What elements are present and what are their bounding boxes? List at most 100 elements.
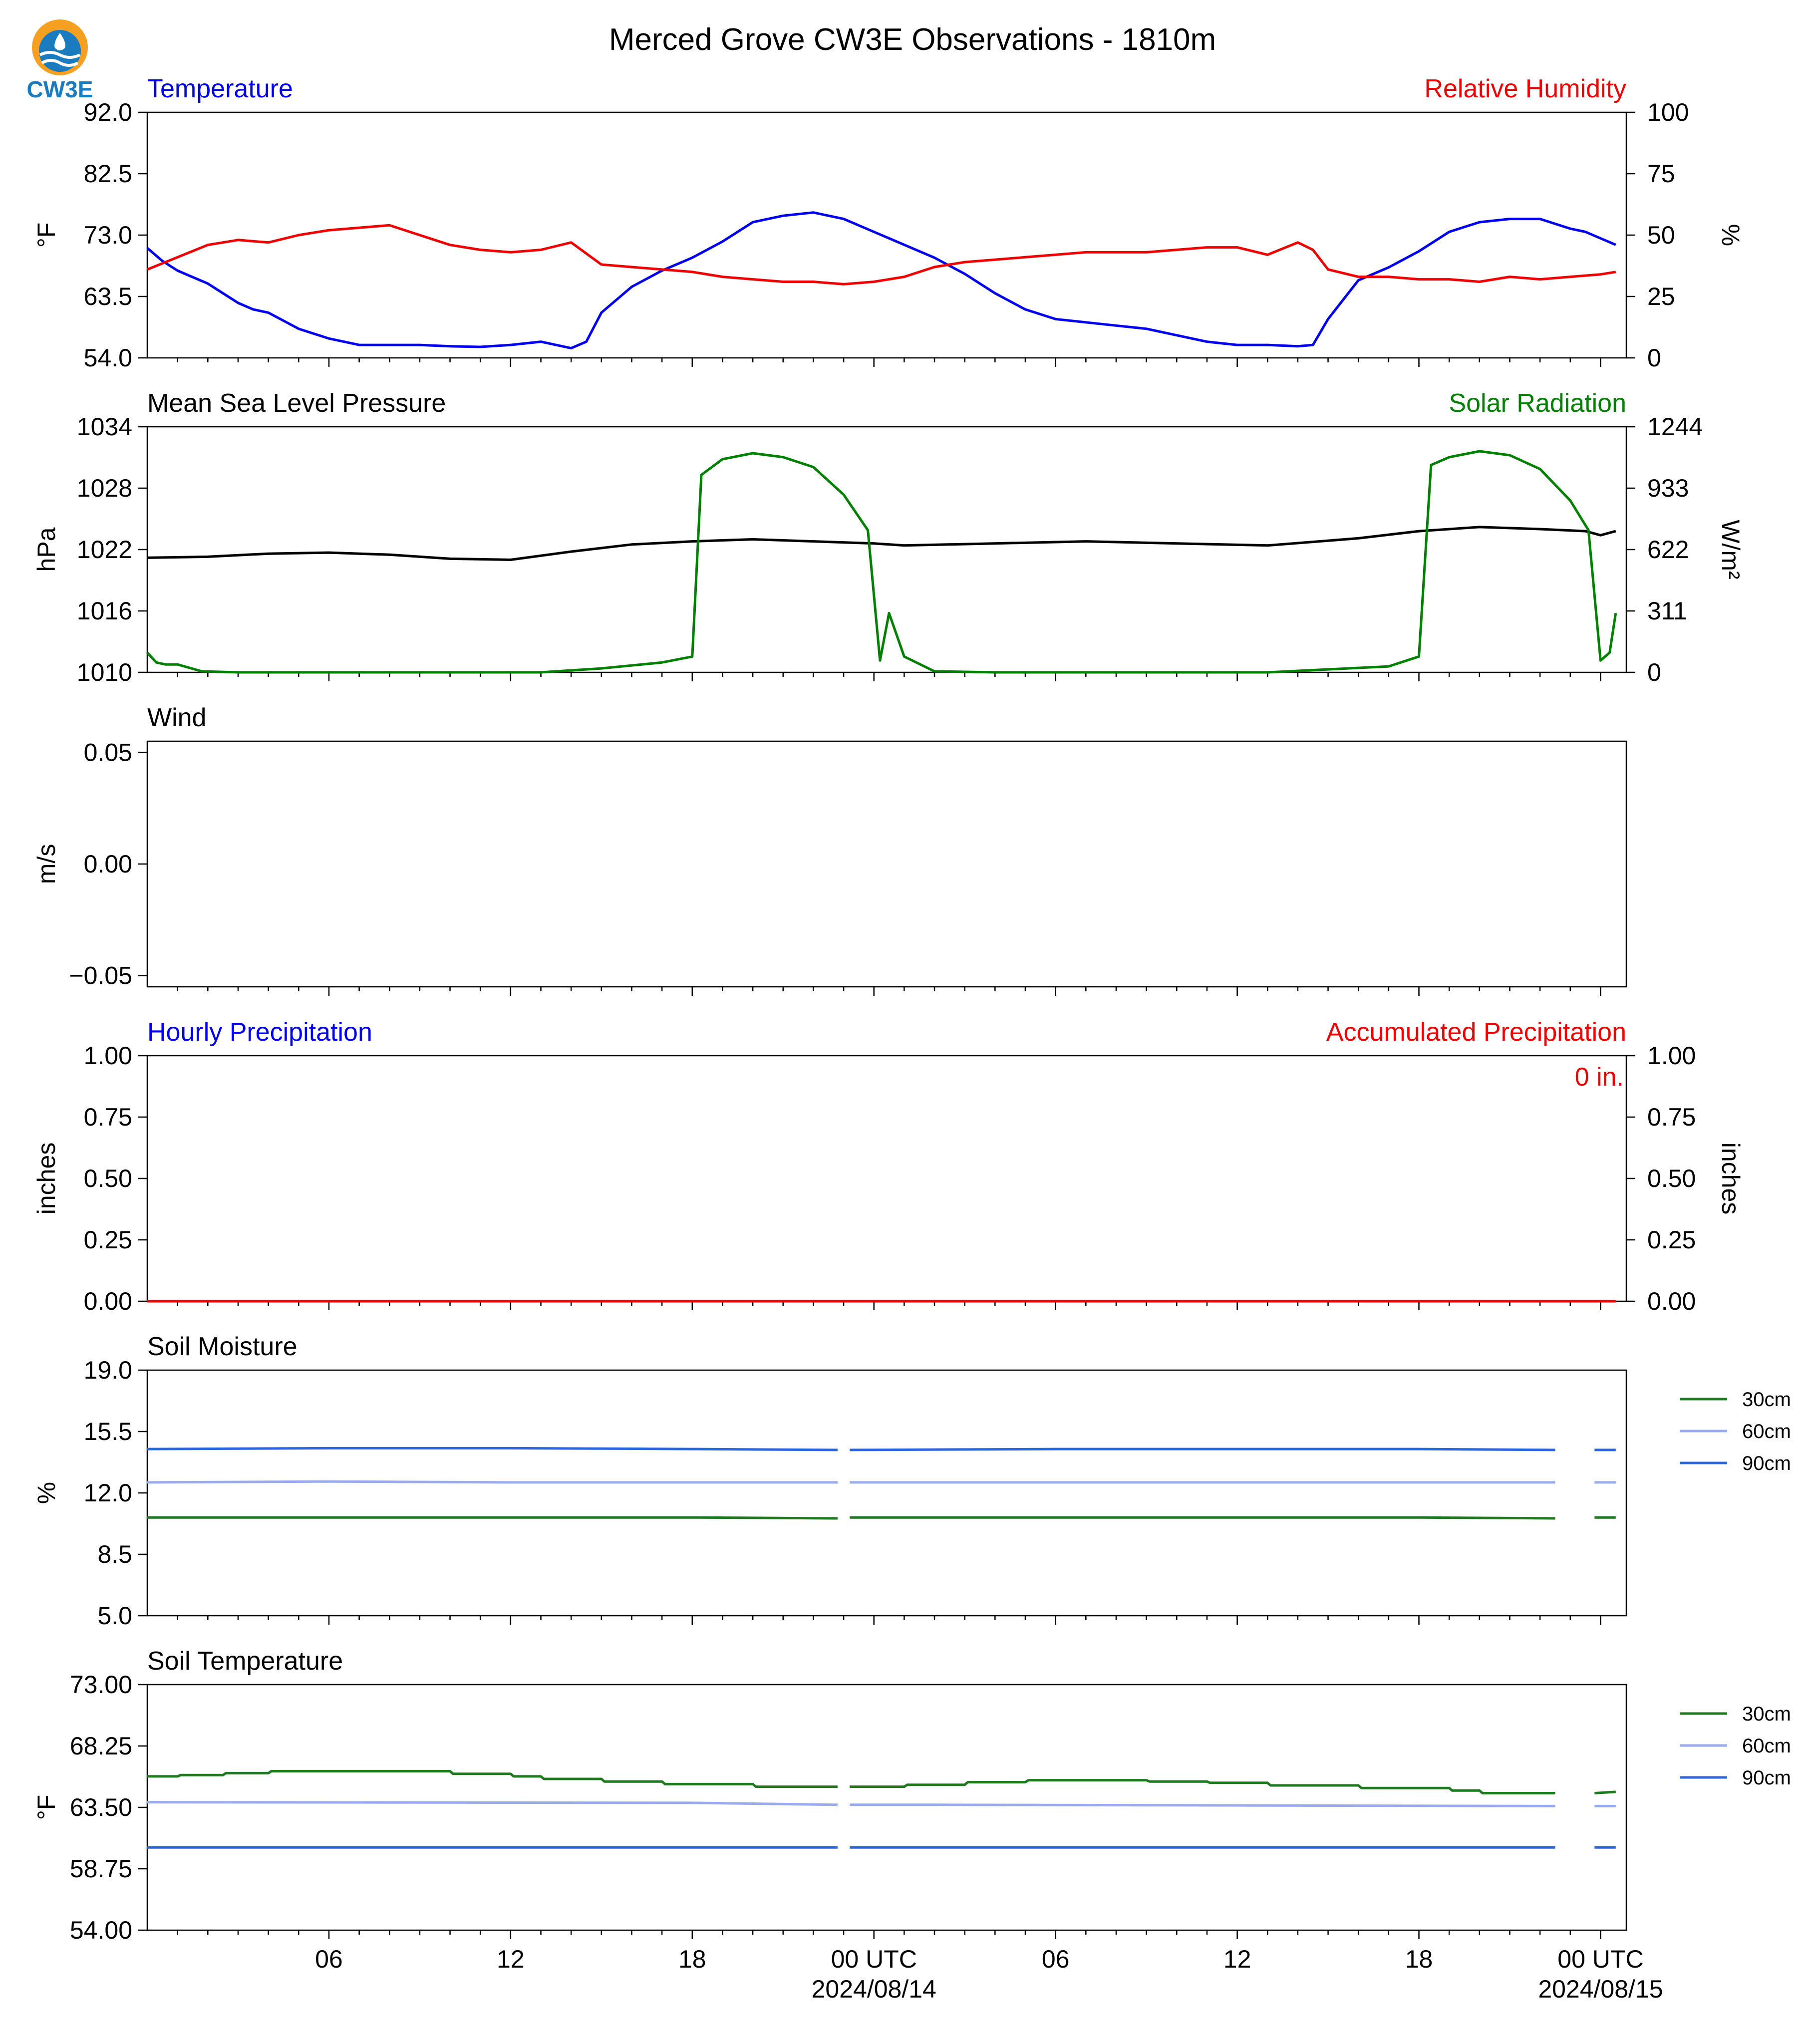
series-line-60cm — [147, 1480, 838, 1484]
y-tick-label-left: 63.50 — [70, 1793, 132, 1821]
series-line-60cm — [147, 1801, 838, 1806]
plot-frame — [146, 1684, 1627, 1931]
y-tick-label-left: 63.5 — [84, 283, 132, 310]
y-tick-label-left: 0.05 — [84, 738, 132, 766]
series-line-90cm — [147, 1447, 838, 1451]
y-axis-label-left: hPa — [32, 527, 60, 572]
y-axis-label-right: inches — [1717, 1143, 1745, 1215]
x-tick-label: 00 UTC — [1557, 1945, 1643, 1973]
cw3e-logo: CW3E — [27, 19, 93, 102]
series-line-30cm — [850, 1516, 1555, 1520]
x-tick-date: 2024/08/15 — [1538, 1975, 1663, 2003]
plot-frame — [146, 111, 1627, 359]
y-tick-label-left: 0.25 — [84, 1226, 132, 1254]
y-tick-label-right: 0 — [1647, 344, 1661, 372]
y-tick-label-right: 933 — [1647, 474, 1689, 502]
plot-frame — [146, 426, 1627, 673]
y-tick-label-right: 0.50 — [1647, 1164, 1696, 1192]
x-tick-label: 06 — [1042, 1945, 1070, 1973]
panel-pressure_solar: 1010 1016 1022 1028 1034 0 311 622 933 1244 hPa W/m… — [32, 389, 1745, 686]
series-line-temperature — [146, 211, 1616, 350]
panel-title-right: Solar Radiation — [1449, 389, 1626, 418]
y-tick-label-left: 54.0 — [84, 344, 132, 372]
panel-temp_rh: 54.0 63.5 73.0 82.5 92.0 0 25 50 75 100 °F % Tempera… — [32, 74, 1745, 372]
y-tick-label-left: 19.0 — [84, 1356, 132, 1384]
y-tick-label-left: 1034 — [77, 413, 132, 441]
y-tick-label-left: 82.5 — [84, 160, 132, 188]
y-tick-label-right: 311 — [1647, 597, 1687, 625]
series-line-60cm — [850, 1803, 1555, 1807]
y-tick-label-left: 68.25 — [70, 1732, 132, 1760]
y-tick-label-right: 75 — [1647, 160, 1675, 188]
panel-wind: −0.05 0.00 0.05 m/s Wind — [32, 703, 1627, 996]
panel-title-left: Wind — [147, 703, 206, 732]
y-tick-label-right: 0 — [1647, 658, 1661, 686]
plot-frame — [146, 1055, 1627, 1302]
figure-title: Merced Grove CW3E Observations - 1810m — [609, 22, 1216, 57]
logo-drop-icon — [54, 33, 65, 50]
y-tick-label-left: 1.00 — [84, 1042, 132, 1070]
legend-entry: 30cm — [1742, 1703, 1791, 1725]
y-tick-label-right: 25 — [1647, 283, 1675, 310]
y-tick-label-left: 0.50 — [84, 1164, 132, 1192]
y-tick-label-right: 622 — [1647, 536, 1689, 564]
series-line-90cm — [850, 1448, 1555, 1451]
y-axis-label-left: inches — [32, 1143, 60, 1215]
series-line-30cm — [147, 1516, 838, 1520]
y-axis-label-left: m/s — [32, 844, 60, 884]
panel-title-left: Temperature — [147, 74, 293, 103]
legend-entry: 30cm — [1742, 1389, 1791, 1411]
y-tick-label-left: 1022 — [77, 536, 132, 564]
panel-title-left: Hourly Precipitation — [147, 1018, 372, 1047]
panel-title-right: Accumulated Precipitation — [1326, 1018, 1626, 1047]
y-tick-label-left: 0.00 — [84, 1287, 132, 1315]
y-tick-label-left: 0.75 — [84, 1103, 132, 1131]
series-line-mean-sea-level-pressure — [147, 526, 1616, 561]
legend-entry: 60cm — [1742, 1421, 1791, 1443]
y-tick-label-left: 1016 — [77, 597, 132, 625]
legend-entry: 90cm — [1742, 1767, 1791, 1789]
series-line-solar-radiation — [146, 450, 1617, 674]
precip-total-annotation: 0 in. — [1575, 1063, 1624, 1092]
y-axis-label-left: °F — [32, 1795, 60, 1820]
panel-soil_moisture: 5.0 8.5 12.0 15.5 19.0% Soil Moisture 30cm 60cm… — [32, 1332, 1791, 1630]
plot-frame — [146, 1369, 1627, 1617]
series-line-30cm — [1594, 1790, 1616, 1794]
series-line-relative-humidity — [147, 224, 1616, 286]
x-tick-label: 12 — [497, 1945, 525, 1973]
panel-title-left: Soil Moisture — [147, 1332, 298, 1361]
y-axis-label-right: % — [1717, 224, 1745, 246]
x-tick-label: 00 UTC — [831, 1945, 917, 1973]
y-tick-label-right: 0.00 — [1647, 1287, 1696, 1315]
y-tick-label-left: 1010 — [77, 658, 132, 686]
legend: 30cm 60cm 90cm — [1680, 1389, 1791, 1474]
panel-title-left: Soil Temperature — [147, 1647, 343, 1676]
x-tick-label: 06 — [315, 1945, 343, 1973]
x-tick-label: 12 — [1223, 1945, 1251, 1973]
y-tick-label-left: 73.0 — [84, 221, 132, 249]
y-axis-label-right: W/m² — [1717, 520, 1745, 579]
y-tick-label-right: 1.00 — [1647, 1042, 1696, 1070]
panel-title-right: Relative Humidity — [1424, 74, 1626, 103]
panel-precip: 0.00 0.25 0.50 0.75 1.00 0.00 0.25 0.50 0.75 1.00… — [32, 1018, 1745, 1315]
y-tick-label-left: 5.0 — [97, 1602, 132, 1630]
legend-entry: 90cm — [1742, 1452, 1791, 1474]
y-tick-label-right: 0.25 — [1647, 1226, 1696, 1254]
y-tick-label-left: 12.0 — [84, 1479, 132, 1507]
y-axis-label-left: °F — [32, 223, 60, 248]
y-tick-label-left: 73.00 — [70, 1671, 132, 1699]
x-tick-date: 2024/08/14 — [812, 1975, 936, 2003]
series-line-30cm — [850, 1779, 1555, 1794]
y-tick-label-left: 92.0 — [84, 98, 132, 126]
y-tick-label-left: 15.5 — [84, 1418, 132, 1446]
legend-entry: 60cm — [1742, 1735, 1791, 1757]
series-line-30cm — [147, 1770, 838, 1788]
y-tick-label-left: 0.00 — [84, 850, 132, 878]
y-tick-label-left: 1028 — [77, 474, 132, 502]
y-tick-label-left: 54.00 — [70, 1916, 132, 1944]
plot-frame — [146, 740, 1627, 988]
x-tick-label: 18 — [678, 1945, 706, 1973]
y-tick-label-right: 100 — [1647, 98, 1689, 126]
y-tick-label-left: 8.5 — [97, 1540, 132, 1568]
